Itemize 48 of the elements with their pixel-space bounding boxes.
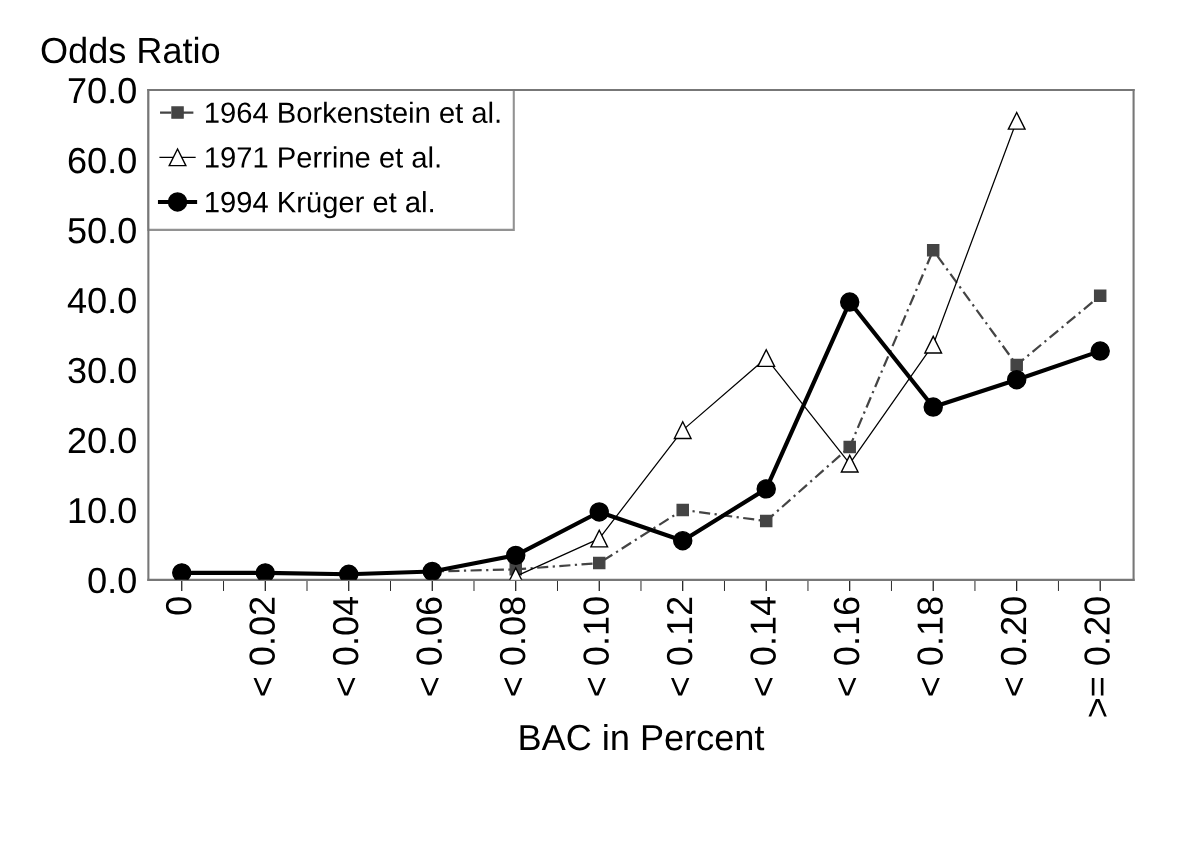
x-tick-label: < 0.14 (750, 596, 776, 696)
y-tick-label: 60.0 (68, 147, 136, 174)
point (843, 440, 856, 454)
point (1090, 341, 1110, 361)
point (839, 292, 860, 312)
point (1006, 369, 1027, 390)
y-tick-label: 50.0 (68, 217, 136, 244)
y-tick-label: 30.0 (68, 357, 136, 384)
point (924, 335, 943, 354)
x-tick-label: < 0.04 (332, 596, 359, 696)
y-tick-label: 0.0 (88, 567, 136, 594)
point (255, 563, 275, 580)
point (759, 514, 773, 528)
y-tick-label: 40.0 (67, 287, 136, 314)
point (422, 561, 442, 580)
x-tick-label: < 0.16 (833, 597, 860, 696)
point (757, 348, 776, 368)
point (840, 454, 859, 473)
point (592, 556, 606, 570)
point (1007, 111, 1026, 130)
point (673, 421, 692, 440)
x-tick-label: 0 (165, 597, 192, 615)
legend-label: 1994 Krüger et al. (206, 191, 433, 219)
point (756, 479, 776, 499)
x-axis-title: BAC in Percent (520, 723, 765, 751)
x-tick-label: < 0.18 (917, 597, 943, 696)
point (673, 530, 693, 551)
point (923, 397, 943, 417)
point (590, 529, 609, 548)
x-tick-label: < 0.20 (1000, 597, 1027, 696)
x-tick-label: >= 0.20 (1084, 597, 1110, 717)
x-tick-label: < 0.10 (583, 597, 609, 696)
point (589, 502, 609, 522)
y-axis-title: Odds Ratio (41, 36, 220, 64)
point (1010, 358, 1023, 372)
x-tick-label: < 0.02 (249, 597, 275, 696)
x-tick-label: < 0.06 (416, 597, 442, 696)
x-tick-label: < 0.12 (666, 597, 693, 696)
point (1093, 289, 1107, 302)
y-tick-label: 70.0 (68, 77, 136, 104)
legend-label: 1964 Borkenstein et al. (206, 101, 500, 124)
point (506, 545, 526, 566)
y-tick-label: 20.0 (68, 427, 136, 454)
point (676, 503, 689, 517)
point (926, 244, 940, 257)
y-tick-label: 10.0 (69, 497, 136, 524)
legend-label: 1971 Perrine et al. (206, 146, 440, 168)
x-tick-label: < 0.08 (499, 597, 526, 696)
